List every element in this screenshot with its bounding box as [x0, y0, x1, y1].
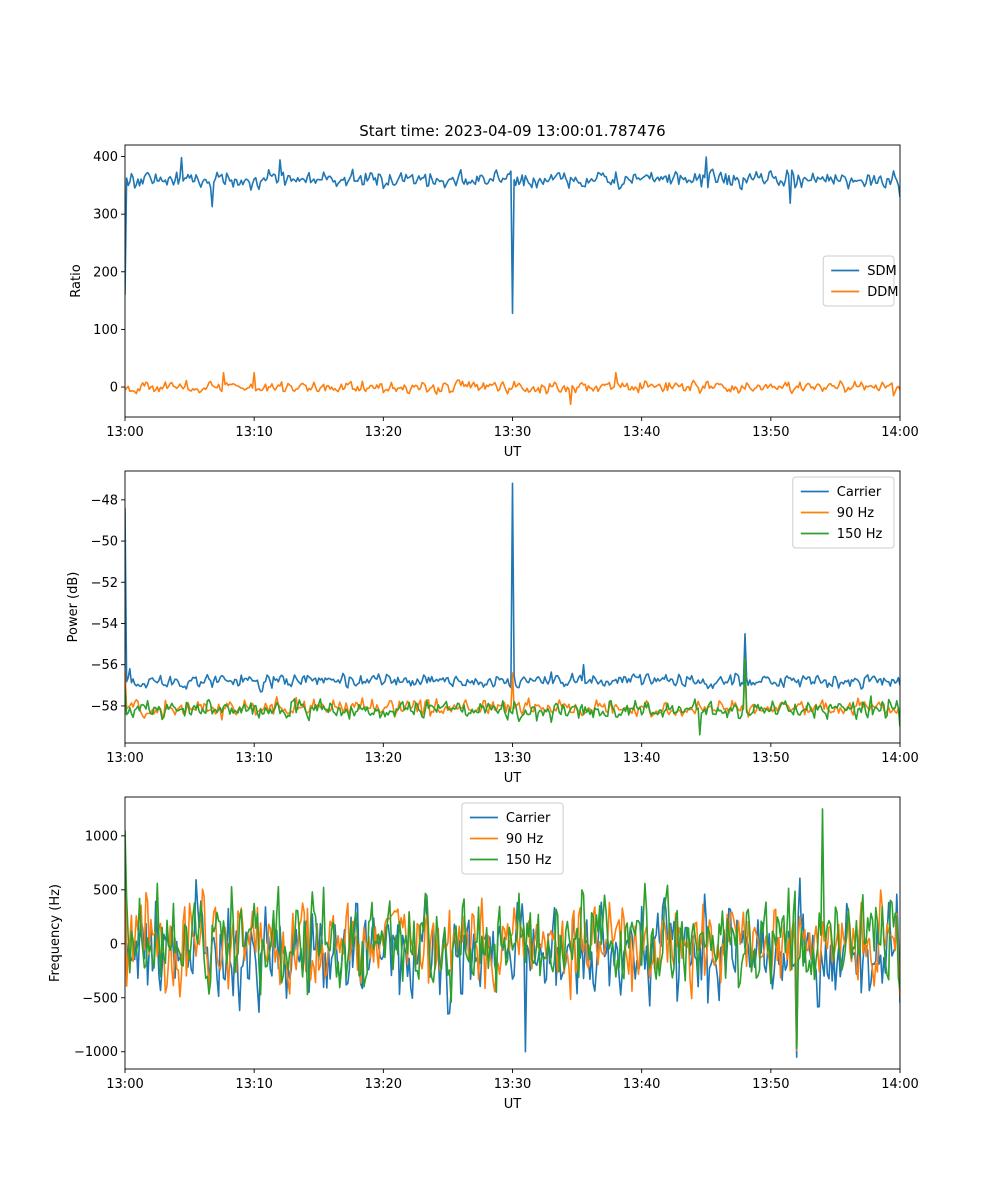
x-tick-label: 13:30 [494, 425, 531, 440]
x-tick-label: 14:00 [881, 751, 918, 766]
x-tick-label: 13:50 [752, 1077, 789, 1092]
series-group [125, 808, 900, 1058]
legend: Carrier 90 Hz 150 Hz [792, 476, 895, 549]
legend-label-carrier: Carrier [506, 811, 551, 826]
legend-box [822, 255, 895, 307]
y-tick-label: −500 [82, 991, 118, 1006]
legend-label-90-hz: 90 Hz [506, 832, 543, 847]
y-tick-label: −1000 [74, 1045, 118, 1060]
legend-label-carrier: Carrier [837, 485, 882, 500]
ratio-subplot: 13:00 13:10 13:20 13:30 13:40 13:50 14:00 0 100 2… [69, 144, 919, 460]
legend-label-150-hz: 150 Hz [837, 527, 883, 542]
x-tick-label: 13:20 [365, 1077, 402, 1092]
y-tick-label: 200 [93, 265, 118, 280]
y-axis-label: Ratio [69, 264, 84, 297]
x-axis-label: UT [504, 1097, 522, 1112]
x-tick-label: 13:40 [623, 425, 660, 440]
y-tick-label: 400 [93, 150, 118, 165]
y-tick-label: −50 [91, 535, 118, 550]
figure-title: Start time: 2023-04-09 13:00:01.787476 [359, 122, 665, 140]
y-tick-label: 300 [93, 208, 118, 223]
series-group [125, 156, 900, 406]
x-tick-label: 13:30 [494, 751, 531, 766]
y-tick-label: −52 [91, 576, 118, 591]
legend-label-150-hz: 150 Hz [506, 853, 552, 868]
legend: Carrier 90 Hz 150 Hz [461, 802, 564, 875]
legend-box [792, 476, 895, 549]
y-axis-label: Power (dB) [66, 572, 81, 643]
series-line-carrier [125, 482, 900, 693]
legend-label-90-hz: 90 Hz [837, 506, 874, 521]
y-tick-label: −58 [91, 699, 118, 714]
x-tick-label: 13:00 [106, 1077, 143, 1092]
series-line-ddm [125, 371, 900, 406]
y-axis-label: Frequency (Hz) [48, 884, 63, 982]
x-tick-label: 13:10 [235, 1077, 272, 1092]
y-tick-label: −48 [91, 493, 118, 508]
legend-box [461, 802, 564, 875]
series-line-150-hz [125, 808, 900, 1050]
x-axis-label: UT [504, 771, 522, 786]
y-tick-label: 1000 [85, 829, 118, 844]
y-tick-label: 500 [93, 883, 118, 898]
legend: SDM DDM [822, 255, 898, 307]
x-tick-label: 14:00 [881, 425, 918, 440]
series-line-150-hz [125, 657, 900, 736]
y-tick-label: 0 [110, 937, 118, 952]
x-tick-label: 13:10 [235, 425, 272, 440]
y-tick-label: −56 [91, 658, 118, 673]
x-tick-label: 13:20 [365, 751, 402, 766]
legend-label-sdm: SDM [867, 264, 896, 279]
frequency-subplot: 13:00 13:10 13:20 13:30 13:40 13:50 14:00 1000 5… [48, 796, 919, 1112]
y-tick-label: 0 [110, 381, 118, 396]
x-tick-label: 13:50 [752, 425, 789, 440]
x-tick-label: 13:00 [106, 751, 143, 766]
series-group [125, 482, 900, 736]
y-tick-label: −54 [91, 617, 118, 632]
x-tick-label: 14:00 [881, 1077, 918, 1092]
x-tick-label: 13:00 [106, 425, 143, 440]
x-tick-label: 13:10 [235, 751, 272, 766]
x-axis-label: UT [504, 445, 522, 460]
x-tick-label: 13:40 [623, 1077, 660, 1092]
x-tick-label: 13:50 [752, 751, 789, 766]
power-subplot: 13:00 13:10 13:20 13:30 13:40 13:50 14:00 −48 −5… [66, 470, 919, 786]
x-tick-label: 13:20 [365, 425, 402, 440]
x-tick-label: 13:40 [623, 751, 660, 766]
legend-label-ddm: DDM [867, 285, 898, 300]
x-tick-label: 13:30 [494, 1077, 531, 1092]
y-tick-label: 100 [93, 323, 118, 338]
series-line-sdm [125, 156, 900, 315]
